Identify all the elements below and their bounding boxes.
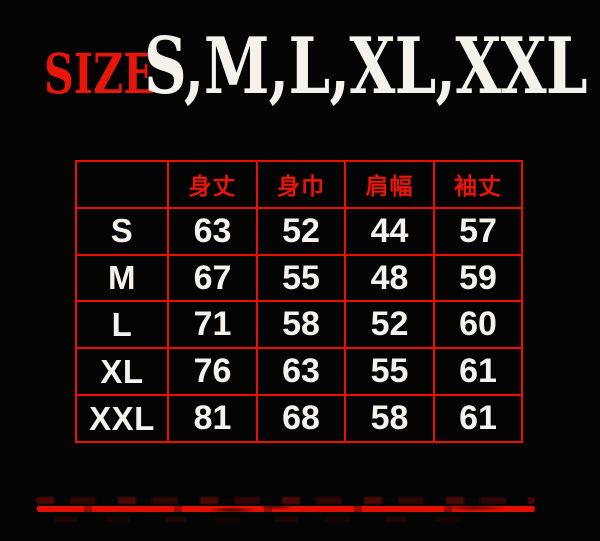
table-cell: 67	[169, 255, 256, 301]
table-cell: 55	[258, 255, 344, 301]
table-cell: 57	[435, 208, 521, 254]
column-header-sleeve-length: 袖丈	[435, 162, 521, 207]
table-cell: 76	[169, 349, 256, 395]
row-label-l: L	[77, 302, 167, 348]
distressed-texture-bottom	[55, 517, 495, 522]
column-header-shoulder-width: 肩幅	[346, 162, 433, 207]
size-table: 身丈 身巾 肩幅 袖丈 S 63 52 44 57 M 67 55 48 59 …	[75, 160, 523, 443]
sizes-heading: S,M,L,XL,XXL	[144, 21, 588, 112]
table-cell: 59	[435, 255, 521, 301]
table-cell: 55	[346, 349, 433, 395]
size-heading: SIZE	[44, 41, 155, 106]
table-corner-cell	[77, 162, 167, 207]
row-label-m: M	[77, 255, 167, 301]
table-cell: 48	[346, 255, 433, 301]
table-cell: 58	[258, 302, 344, 348]
table-cell: 60	[435, 302, 521, 348]
red-divider-line	[37, 506, 535, 512]
table-cell: 61	[435, 396, 521, 441]
column-header-body-width: 身巾	[258, 162, 344, 207]
table-cell: 63	[258, 349, 344, 395]
distressed-texture-top	[36, 497, 535, 504]
table-cell: 52	[346, 302, 433, 348]
table-cell: 52	[258, 208, 344, 254]
column-header-body-length: 身丈	[169, 162, 256, 207]
table-cell: 44	[346, 208, 433, 254]
row-label-s: S	[77, 208, 167, 254]
table-cell: 68	[258, 396, 344, 441]
table-cell: 63	[169, 208, 256, 254]
table-cell: 81	[169, 396, 256, 441]
table-cell: 71	[169, 302, 256, 348]
table-cell: 61	[435, 349, 521, 395]
table-cell: 58	[346, 396, 433, 441]
row-label-xl: XL	[77, 349, 167, 395]
row-label-xxl: XXL	[77, 396, 167, 441]
